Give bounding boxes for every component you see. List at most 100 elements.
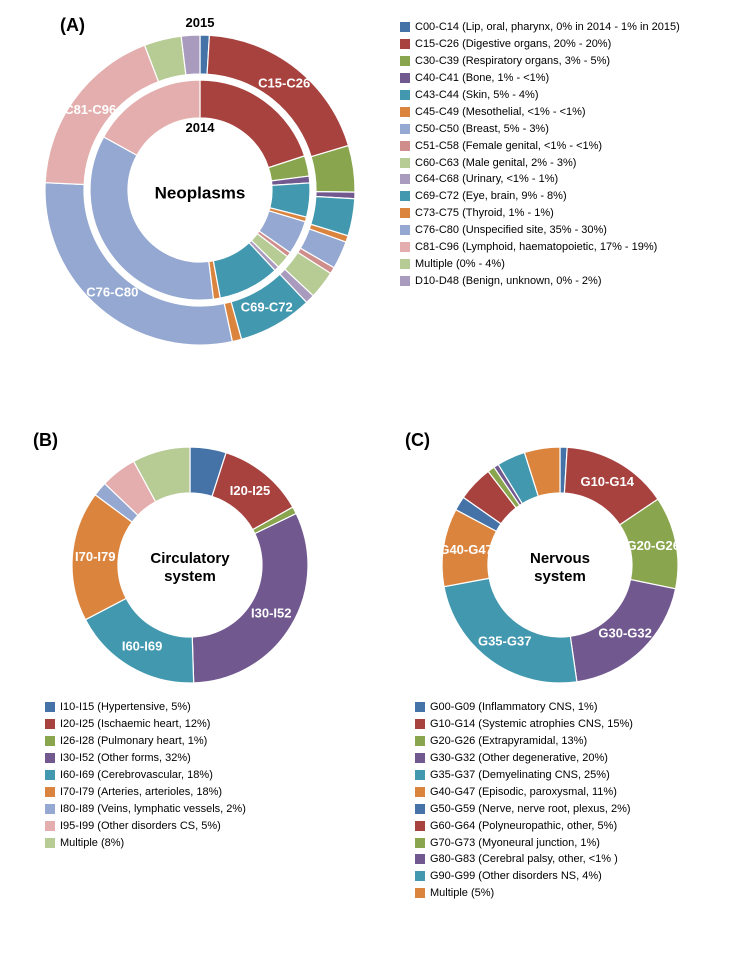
legend-text: C00-C14 (Lip, oral, pharynx, 0% in 2014 … [415,20,680,36]
legendC-row: G35-G37 (Demyelinating CNS, 25%) [415,768,633,784]
legendB-row: I80-I89 (Veins, lymphatic vessels, 2%) [45,802,246,818]
legend-text: C73-C75 (Thyroid, 1% - 1%) [415,206,554,222]
legend-swatch [45,702,55,712]
legend-swatch [400,208,410,218]
legend-swatch [400,242,410,252]
legend-swatch [45,787,55,797]
legend-text: I30-I52 (Other forms, 32%) [60,751,191,767]
legendC-row: G50-G59 (Nerve, nerve root, plexus, 2%) [415,802,633,818]
legendA-row: C73-C75 (Thyroid, 1% - 1%) [400,206,680,222]
legend-text: G00-G09 (Inflammatory CNS, 1%) [430,700,598,716]
legend-swatch [415,787,425,797]
legend-text: G20-G26 (Extrapyramidal, 13%) [430,734,587,750]
panelA-year2014: 2014 [186,120,216,135]
legend-c: G00-G09 (Inflammatory CNS, 1%)G10-G14 (S… [415,700,633,903]
legendC-row: G60-G64 (Polyneuropathic, other, 5%) [415,819,633,835]
legendC-row: Multiple (5%) [415,886,633,902]
legendA-row: C76-C80 (Unspecified site, 35% - 30%) [400,223,680,239]
legend-swatch [45,804,55,814]
legendC-row: G00-G09 (Inflammatory CNS, 1%) [415,700,633,716]
legendB-row: I20-I25 (Ischaemic heart, 12%) [45,717,246,733]
legend-text: I95-I99 (Other disorders CS, 5%) [60,819,221,835]
legend-swatch [400,174,410,184]
legend-text: G60-G64 (Polyneuropathic, other, 5%) [430,819,617,835]
panelB-center2: system [164,568,216,585]
figure-page: (A) (B) (C) C15-C26C69-C72C76-C80C81-C96… [0,0,740,959]
legendA-row: C60-C63 (Male genital, 2% - 3%) [400,156,680,172]
panelC-G35-G37 [444,578,577,683]
legend-swatch [415,821,425,831]
legend-text: Multiple (0% - 4%) [415,257,505,273]
legendB-row: I95-I99 (Other disorders CS, 5%) [45,819,246,835]
legend-text: C40-C41 (Bone, 1% - <1%) [415,71,549,87]
legend-swatch [400,158,410,168]
legend-text: C50-C50 (Breast, 5% - 3%) [415,122,549,138]
legend-text: I10-I15 (Hypertensive, 5%) [60,700,191,716]
legend-swatch [400,107,410,117]
legendB-row: I30-I52 (Other forms, 32%) [45,751,246,767]
legend-swatch [45,821,55,831]
legend-text: D10-D48 (Benign, unknown, 0% - 2%) [415,274,601,290]
legendA-row: C00-C14 (Lip, oral, pharynx, 0% in 2014 … [400,20,680,36]
legend-text: C69-C72 (Eye, brain, 9% - 8%) [415,189,567,205]
legend-swatch [400,225,410,235]
legendA-row: D10-D48 (Benign, unknown, 0% - 2%) [400,274,680,290]
legend-b: I10-I15 (Hypertensive, 5%)I20-I25 (Ischa… [45,700,246,852]
legend-swatch [415,753,425,763]
legend-swatch [415,719,425,729]
panelB-I30-I52 [192,514,308,683]
legend-swatch [400,259,410,269]
legend-swatch [45,838,55,848]
legend-text: G70-G73 (Myoneural junction, 1%) [430,836,600,852]
legendA-row: Multiple (0% - 4%) [400,257,680,273]
legend-swatch [45,719,55,729]
legend-swatch [400,73,410,83]
panelA-center: Neoplasms [155,183,246,202]
legendA-row: C15-C26 (Digestive organs, 20% - 20%) [400,37,680,53]
legend-swatch [415,736,425,746]
legendA-row: C40-C41 (Bone, 1% - <1%) [400,71,680,87]
legend-text: C15-C26 (Digestive organs, 20% - 20%) [415,37,611,53]
legend-text: Multiple (5%) [430,886,494,902]
legend-text: I60-I69 (Cerebrovascular, 18%) [60,768,213,784]
legend-text: G35-G37 (Demyelinating CNS, 25%) [430,768,610,784]
panelC-center1: Nervous [530,550,590,567]
legend-text: C64-C68 (Urinary, <1% - 1%) [415,172,558,188]
legend-swatch [415,888,425,898]
legend-swatch [415,854,425,864]
legendC-row: G70-G73 (Myoneural junction, 1%) [415,836,633,852]
legendB-row: I60-I69 (Cerebrovascular, 18%) [45,768,246,784]
legendB-row: I70-I79 (Arteries, arterioles, 18%) [45,785,246,801]
legend-swatch [415,838,425,848]
panelB-center1: Circulatory [150,550,230,567]
legend-text: C51-C58 (Female genital, <1% - <1%) [415,139,602,155]
legend-swatch [415,804,425,814]
legend-text: Multiple (8%) [60,836,124,852]
legend-text: C43-C44 (Skin, 5% - 4%) [415,88,539,104]
legend-text: G40-G47 (Episodic, paroxysmal, 11%) [430,785,617,801]
legendC-row: G90-G99 (Other disorders NS, 4%) [415,869,633,885]
legend-swatch [400,39,410,49]
legend-swatch [400,22,410,32]
legend-text: C60-C63 (Male genital, 2% - 3%) [415,156,576,172]
legendA-row: C69-C72 (Eye, brain, 9% - 8%) [400,189,680,205]
legendA-row: C50-C50 (Breast, 5% - 3%) [400,122,680,138]
legendC-row: G30-G32 (Other degenerative, 20%) [415,751,633,767]
legend-text: C76-C80 (Unspecified site, 35% - 30%) [415,223,607,239]
legend-text: G90-G99 (Other disorders NS, 4%) [430,869,602,885]
legendC-row: G80-G83 (Cerebral palsy, other, <1% ) [415,852,633,868]
legend-swatch [400,191,410,201]
legend-text: I26-I28 (Pulmonary heart, 1%) [60,734,207,750]
legend-swatch [400,141,410,151]
legend-swatch [45,770,55,780]
legend-swatch [400,276,410,286]
legend-swatch [400,90,410,100]
legend-swatch [415,702,425,712]
panelA-year2015: 2015 [186,15,215,30]
legendA-row: C43-C44 (Skin, 5% - 4%) [400,88,680,104]
legendC-row: G20-G26 (Extrapyramidal, 13%) [415,734,633,750]
legend-text: C45-C49 (Mesothelial, <1% - <1%) [415,105,586,121]
legendA-row: C64-C68 (Urinary, <1% - 1%) [400,172,680,188]
legend-text: I70-I79 (Arteries, arterioles, 18%) [60,785,222,801]
legend-swatch [400,124,410,134]
